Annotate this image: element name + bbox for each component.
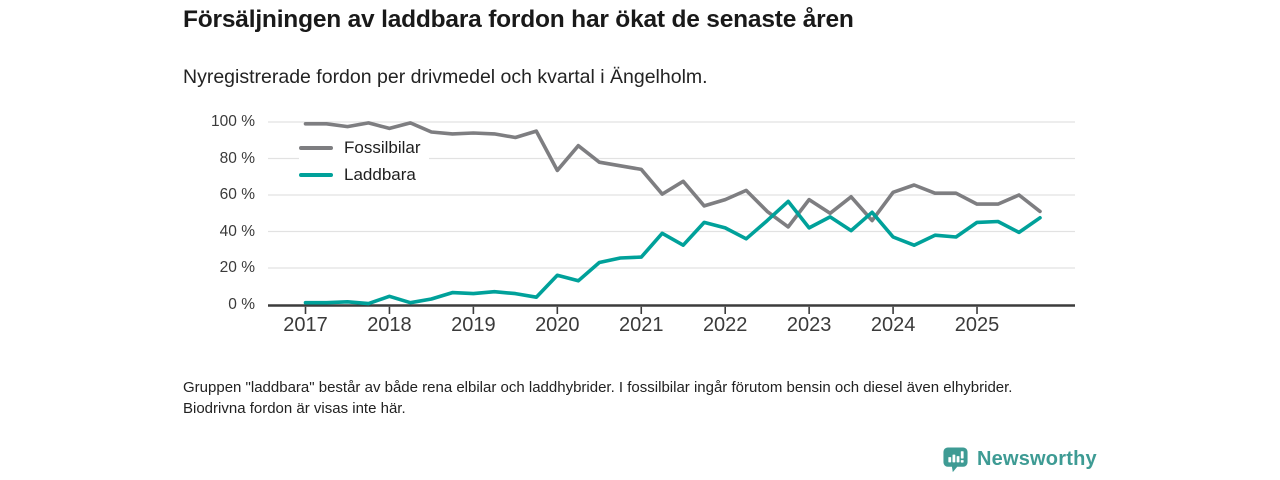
newsworthy-logo-text: Newsworthy xyxy=(977,448,1097,470)
laddbara-line xyxy=(303,199,1042,306)
newsworthy-logo-icon xyxy=(943,447,968,473)
newsworthy-logo: Newsworthy xyxy=(942,446,1097,473)
legend-item-laddbara: Laddbara xyxy=(299,161,429,188)
footnote: Gruppen "laddbara" består av både rena e… xyxy=(183,379,1013,417)
chart-title: Försäljningen av laddbara fordon har öka… xyxy=(183,6,854,33)
legend-label-laddbara: Laddbara xyxy=(344,164,416,184)
fossilbilar-line-swatch xyxy=(299,145,333,150)
legend: Fossilbilar Laddbara xyxy=(299,134,429,188)
fossilbilar-line xyxy=(303,121,1042,229)
laddbara-line-swatch xyxy=(299,172,333,177)
legend-item-fossilbilar: Fossilbilar xyxy=(299,134,429,161)
legend-label-fossilbilar: Fossilbilar xyxy=(344,137,421,157)
chart-subtitle: Nyregistrerade fordon per drivmedel och … xyxy=(183,66,708,88)
